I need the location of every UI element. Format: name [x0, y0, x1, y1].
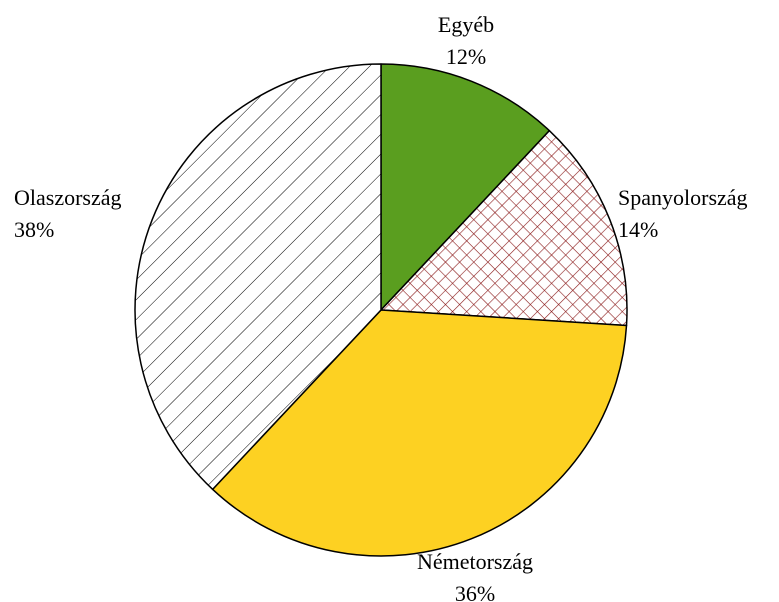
pie-slice [211, 309, 628, 557]
slice-label: Németország [417, 549, 533, 574]
slice-value-label: 14% [618, 217, 658, 242]
slice-value-label: 36% [455, 581, 495, 602]
slice-label: Olaszország [14, 185, 122, 210]
slice-label: Egyéb [438, 12, 494, 37]
slice-label: Spanyolország [618, 185, 748, 210]
slice-value-label: 38% [14, 217, 54, 242]
pie-slice [134, 63, 382, 491]
pie-slice [380, 63, 551, 311]
pie-slice [380, 129, 628, 327]
slice-value-label: 12% [446, 44, 486, 69]
